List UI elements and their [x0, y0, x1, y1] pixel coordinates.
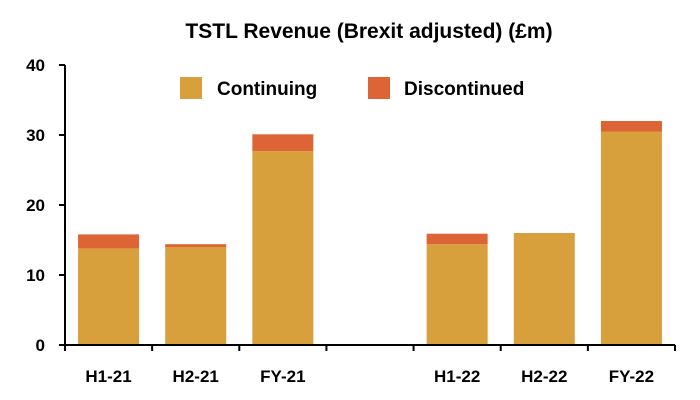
- legend-label-discontinued: Discontinued: [404, 79, 524, 100]
- y-tick-label: 20: [26, 196, 45, 215]
- bar-discontinued-fy-22: [600, 121, 662, 132]
- y-axis: 0 10 20 30 40: [26, 56, 66, 355]
- bar-group: [78, 121, 662, 345]
- bar-continuing-h1-22: [426, 244, 488, 345]
- bar-discontinued-h2-21: [165, 244, 227, 247]
- bar-discontinued-h1-21: [78, 234, 140, 249]
- legend-swatch-continuing: [180, 77, 202, 99]
- x-tick-label-fy-21: FY-21: [260, 367, 305, 386]
- legend: Continuing Discontinued: [180, 77, 524, 100]
- legend-swatch-discontinued: [368, 77, 390, 99]
- x-axis: H1-21 H2-21 FY-21 H1-22 H2-22 FY-22: [64, 344, 676, 386]
- x-tick-label-h1-21: H1-21: [85, 367, 131, 386]
- bar-discontinued-h1-22: [426, 233, 488, 245]
- x-tick-label-fy-22: FY-22: [609, 367, 654, 386]
- bar-continuing-h2-21: [165, 247, 227, 345]
- bar-continuing-fy-21: [252, 151, 314, 345]
- bar-discontinued-fy-21: [252, 134, 314, 152]
- x-tick-label-h2-22: H2-22: [521, 367, 567, 386]
- legend-label-continuing: Continuing: [217, 79, 317, 100]
- chart-title: TSTL Revenue (Brexit adjusted) (£m): [185, 20, 552, 43]
- bar-continuing-h2-22: [513, 233, 575, 345]
- bar-continuing-h1-21: [78, 248, 140, 345]
- y-tick-label: 40: [26, 56, 45, 75]
- bar-continuing-fy-22: [600, 131, 662, 345]
- y-tick-label: 0: [36, 336, 45, 355]
- y-tick-label: 10: [26, 266, 45, 285]
- x-tick-label-h1-22: H1-22: [434, 367, 480, 386]
- y-tick-label: 30: [26, 126, 45, 145]
- x-tick-label-h2-21: H2-21: [173, 367, 219, 386]
